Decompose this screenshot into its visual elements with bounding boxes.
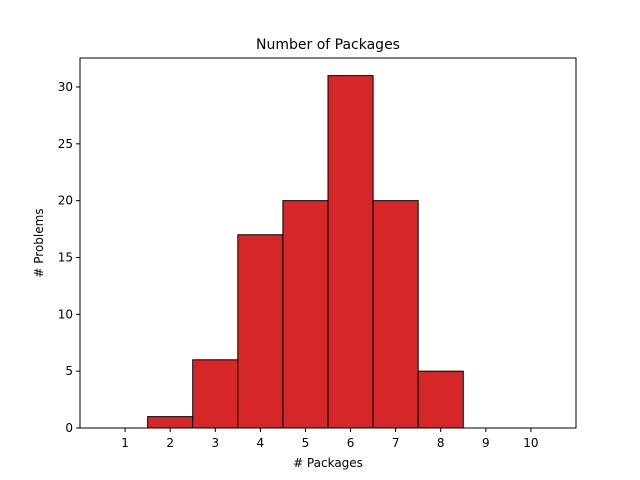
bars-group	[147, 75, 464, 429]
y-axis-label: # Problems	[32, 208, 46, 277]
x-tick-label: 2	[166, 436, 174, 450]
plot-frame	[79, 57, 577, 429]
bar-3	[192, 359, 239, 429]
y-tick-label: 0	[65, 421, 73, 435]
bar-2	[147, 416, 194, 429]
chart-title: Number of Packages	[256, 37, 400, 53]
y-tick-label: 5	[65, 364, 73, 378]
bar-7	[372, 200, 419, 429]
y-tick-label: 30	[58, 80, 73, 94]
x-tick-label: 5	[302, 436, 310, 450]
y-tick-label: 10	[58, 307, 73, 321]
x-tick-label: 3	[211, 436, 219, 450]
y-tick-label: 25	[58, 137, 73, 151]
x-axis-label: # Packages	[293, 456, 363, 470]
bar-6	[327, 75, 374, 429]
bar-4	[237, 234, 284, 429]
x-tick-label: 10	[523, 436, 538, 450]
y-tick-label: 20	[58, 194, 73, 208]
bar-8	[417, 370, 464, 429]
x-tick-label: 8	[437, 436, 445, 450]
x-tick-label: 1	[121, 436, 129, 450]
x-tick-label: 9	[482, 436, 490, 450]
y-axis-ticks: 0 5 10 15 20 25 30	[58, 80, 80, 435]
x-tick-label: 4	[257, 436, 265, 450]
y-tick-label: 15	[58, 250, 73, 264]
bar-5	[282, 200, 329, 429]
x-axis-ticks: 1 2 3 4 5 6 7 8 9 10	[121, 428, 539, 450]
x-tick-label: 6	[347, 436, 355, 450]
x-tick-label: 7	[392, 436, 400, 450]
